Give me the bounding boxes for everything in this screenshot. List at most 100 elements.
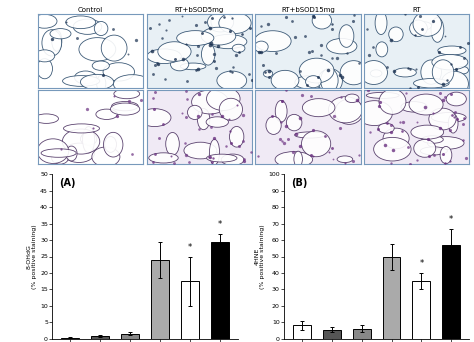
Ellipse shape: [147, 49, 181, 64]
Point: [109, 26, 117, 32]
Point: [146, 25, 154, 30]
Point: [461, 116, 468, 121]
Point: [201, 19, 209, 25]
Ellipse shape: [383, 128, 409, 149]
Point: [401, 11, 409, 17]
Ellipse shape: [255, 41, 268, 52]
Ellipse shape: [94, 22, 108, 36]
Point: [429, 18, 437, 23]
Point: [265, 68, 273, 73]
Point: [155, 135, 163, 140]
Ellipse shape: [294, 151, 302, 167]
Point: [254, 154, 262, 159]
Bar: [412, 281, 430, 339]
Point: [289, 149, 296, 155]
Point: [317, 43, 325, 48]
Point: [238, 31, 246, 37]
Point: [128, 151, 136, 157]
Title: RT+bSOD15mg: RT+bSOD15mg: [281, 6, 335, 13]
Ellipse shape: [221, 154, 244, 165]
Ellipse shape: [432, 54, 468, 70]
Point: [73, 36, 81, 41]
Point: [330, 114, 337, 119]
Ellipse shape: [63, 143, 95, 162]
Ellipse shape: [188, 105, 202, 119]
Point: [456, 44, 464, 50]
Point: [284, 136, 292, 142]
Point: [124, 52, 131, 57]
Point: [149, 72, 157, 77]
Point: [430, 153, 438, 158]
Ellipse shape: [34, 114, 58, 123]
Point: [463, 155, 470, 161]
Ellipse shape: [312, 12, 332, 29]
Point: [207, 40, 215, 46]
Point: [155, 21, 163, 27]
Point: [411, 32, 419, 38]
Ellipse shape: [422, 136, 443, 143]
Point: [328, 22, 336, 27]
Point: [449, 112, 456, 118]
Point: [382, 142, 389, 148]
Ellipse shape: [420, 147, 447, 155]
Ellipse shape: [375, 11, 387, 35]
Ellipse shape: [50, 29, 71, 39]
Ellipse shape: [275, 152, 313, 168]
Point: [297, 115, 304, 120]
Ellipse shape: [92, 61, 109, 70]
Ellipse shape: [210, 140, 219, 165]
Text: (B): (B): [292, 178, 308, 188]
Point: [317, 52, 325, 58]
Ellipse shape: [166, 132, 179, 155]
Ellipse shape: [92, 147, 120, 167]
Point: [159, 121, 167, 127]
Ellipse shape: [177, 31, 214, 45]
Point: [227, 140, 235, 146]
Ellipse shape: [431, 113, 466, 122]
Ellipse shape: [378, 123, 394, 133]
Y-axis label: 8-OHdG
(% positive staining): 8-OHdG (% positive staining): [27, 224, 37, 289]
Point: [354, 98, 361, 103]
Point: [234, 103, 241, 108]
Point: [421, 104, 429, 109]
Ellipse shape: [211, 13, 225, 30]
Bar: [91, 336, 109, 339]
Point: [192, 67, 200, 73]
Point: [199, 30, 206, 36]
Title: Control: Control: [78, 6, 103, 13]
Ellipse shape: [302, 98, 335, 117]
Point: [272, 50, 280, 55]
Point: [89, 126, 97, 131]
Point: [365, 52, 373, 57]
Ellipse shape: [79, 38, 116, 61]
Point: [314, 75, 321, 80]
Ellipse shape: [37, 58, 53, 79]
Point: [439, 81, 447, 86]
Point: [464, 40, 472, 45]
Ellipse shape: [101, 35, 127, 61]
Point: [328, 145, 336, 150]
Ellipse shape: [366, 92, 399, 98]
Ellipse shape: [114, 89, 140, 99]
Point: [195, 126, 202, 131]
Point: [248, 78, 255, 83]
Ellipse shape: [66, 146, 77, 161]
Point: [349, 158, 357, 164]
Ellipse shape: [64, 124, 100, 133]
Text: *: *: [419, 259, 424, 268]
Point: [192, 23, 200, 28]
Point: [402, 91, 410, 96]
Point: [365, 88, 372, 93]
Ellipse shape: [337, 156, 353, 162]
Ellipse shape: [327, 38, 357, 54]
Bar: [383, 257, 401, 339]
Ellipse shape: [105, 136, 117, 152]
Point: [48, 36, 56, 41]
Point: [277, 120, 284, 125]
Point: [447, 62, 455, 67]
Point: [167, 153, 174, 158]
Point: [257, 23, 265, 28]
Ellipse shape: [52, 30, 62, 51]
Point: [210, 58, 218, 64]
Text: (A): (A): [60, 178, 76, 188]
